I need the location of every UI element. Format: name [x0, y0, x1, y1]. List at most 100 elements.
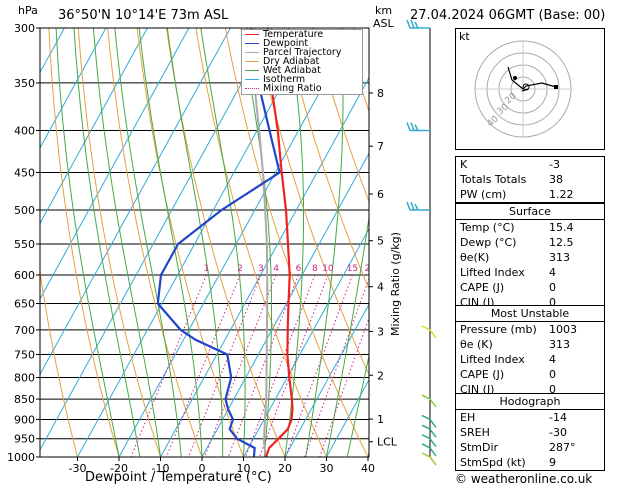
- mixing-ratio-line-25: [319, 316, 369, 457]
- legend-label: Wet Adiabat: [263, 65, 321, 76]
- hodograph: kt 20 30 40: [455, 28, 605, 150]
- wet-adiabat--20: [55, 28, 120, 457]
- mixing-ratio-line-1: [130, 274, 207, 457]
- dry-adiabat--30: [40, 268, 78, 457]
- index-row: K -3: [456, 157, 604, 172]
- km-label-8: 8: [377, 87, 384, 100]
- index-row: Pressure (mb) 1003: [456, 322, 604, 337]
- legend-swatch: [245, 34, 259, 35]
- dry-adiabat-170: [608, 28, 629, 457]
- axes: 3003504004505005506006507007508008509009…: [7, 22, 375, 475]
- index-value: 38: [549, 173, 563, 186]
- pressure-label-700: 700: [14, 324, 35, 337]
- hodograph-kt-label: kt: [459, 30, 470, 43]
- mixing-ratio-label-1: 1: [204, 264, 210, 274]
- dry-adiabat-20: [166, 28, 286, 457]
- index-row: SREH -30: [456, 425, 604, 440]
- index-value: 12.5: [549, 236, 574, 249]
- wind-barb-925: [421, 424, 437, 438]
- section-title: Most Unstable: [490, 307, 570, 320]
- mixing-ratio-line-10: [259, 274, 329, 457]
- mixing-ratio-axis-title: Mixing Ratio (g/kg): [389, 232, 402, 336]
- wind-barb-1000: [421, 452, 437, 466]
- dry-adiabat-50: [254, 28, 369, 376]
- index-value: -3: [549, 158, 560, 171]
- pressure-label-800: 800: [14, 371, 35, 384]
- profiles: [156, 28, 294, 457]
- index-value: 287°: [549, 441, 576, 454]
- legend-entry-dry-adiabat: Dry Adiabat: [242, 57, 362, 66]
- mixing-ratio-label-6: 6: [296, 264, 302, 274]
- index-value: 4: [549, 353, 556, 366]
- isotherm-0: [201, 152, 369, 457]
- indices-surface: Surface Temp (°C) 15.4 Dewp (°C) 12.5 θe(K) 31…: [455, 203, 605, 311]
- index-row: StmDir 287°: [456, 440, 604, 455]
- datetime-label: 27.04.2024 06GMT (Base: 00): [410, 8, 606, 23]
- mixing-ratio-label-20: 20: [365, 264, 377, 274]
- index-row: StmSpd (kt) 9: [456, 455, 604, 470]
- wind-barbs: [406, 19, 437, 466]
- mixing-ratio-label-15: 15: [347, 264, 358, 274]
- isotherm--20: [118, 28, 356, 457]
- index-label: EH: [460, 411, 476, 424]
- hodograph-arrow: [521, 88, 529, 92]
- section-body: Pressure (mb) 1003 θe (K) 313 Lifted Index 4 C…: [456, 321, 604, 397]
- plot-frame: [39, 27, 370, 458]
- isotherm-20: [284, 303, 369, 457]
- pressure-label-750: 750: [14, 348, 35, 361]
- index-value: 0: [549, 383, 556, 396]
- legend-entry-isotherm: Isotherm: [242, 75, 362, 84]
- index-value: 4: [549, 266, 556, 279]
- x-tick-label--10: -10: [152, 462, 170, 475]
- index-row: CAPE (J) 0: [456, 367, 604, 382]
- x-axis-title: Dewpoint / Temperature (°C): [85, 470, 272, 485]
- wind-barb-500: [406, 201, 430, 211]
- isotherm--80: [40, 28, 107, 149]
- km-label-7: 7: [377, 140, 384, 153]
- mixing-ratio-line-4: [204, 274, 277, 457]
- pressure-label-850: 850: [14, 393, 35, 406]
- index-value: 15.4: [549, 221, 574, 234]
- isotherm--50: [40, 28, 231, 376]
- isotherm-10: [243, 227, 369, 457]
- index-row: Totals Totals 38: [456, 172, 604, 187]
- index-label: Lifted Index: [460, 266, 525, 279]
- pressure-label-900: 900: [14, 413, 35, 426]
- section-body: Temp (°C) 15.4 Dewp (°C) 12.5 θe(K) 313 Lifted…: [456, 219, 604, 310]
- dry-adiabat--20: [48, 28, 120, 457]
- index-label: CIN (J): [460, 383, 495, 396]
- legend-entry-parcel-trajectory: Parcel Trajectory: [242, 48, 362, 57]
- mixing-ratio-label-4: 4: [273, 264, 279, 274]
- index-row: Lifted Index 4: [456, 352, 604, 367]
- parcel-trajectory: [246, 28, 269, 457]
- pressure-label-650: 650: [14, 298, 35, 311]
- dry-adiabat-60: [283, 28, 369, 291]
- index-row: Lifted Index 4: [456, 265, 604, 280]
- legend-label: Dry Adiabat: [263, 56, 320, 67]
- pressure-label-450: 450: [14, 166, 35, 179]
- km-label-2: 2: [377, 369, 384, 382]
- index-label: CAPE (J): [460, 281, 505, 294]
- x-tick-label--30: -30: [69, 462, 87, 475]
- wind-barb-975: [421, 443, 437, 457]
- wet-adiabat-30: [326, 214, 369, 457]
- legend-entry-wet-adiabat: Wet Adiabat: [242, 66, 362, 75]
- index-row: CIN (J) 0: [456, 382, 604, 397]
- legend-label: Isotherm: [263, 74, 306, 85]
- x-tick-label-10: 10: [237, 462, 251, 475]
- wet-adiabat-10: [200, 28, 246, 457]
- km-axis: 8 7 6 5 4 3 2 1 LCL: [369, 87, 398, 449]
- copyright: © weatheronline.co.uk: [455, 472, 593, 486]
- wind-barb-700: [421, 325, 437, 339]
- temperature-profile: [264, 28, 294, 457]
- legend-label: Temperature: [263, 29, 324, 40]
- mixing-ratio-line-2: [165, 274, 241, 457]
- pressure-label-300: 300: [14, 22, 35, 35]
- km-label-4: 4: [377, 281, 384, 294]
- index-value: 0: [549, 296, 556, 309]
- index-value: 0: [549, 368, 556, 381]
- pressure-label-1000: 1000: [7, 451, 35, 464]
- dry-adiabat--10: [77, 28, 161, 457]
- index-row: CAPE (J) 0: [456, 280, 604, 295]
